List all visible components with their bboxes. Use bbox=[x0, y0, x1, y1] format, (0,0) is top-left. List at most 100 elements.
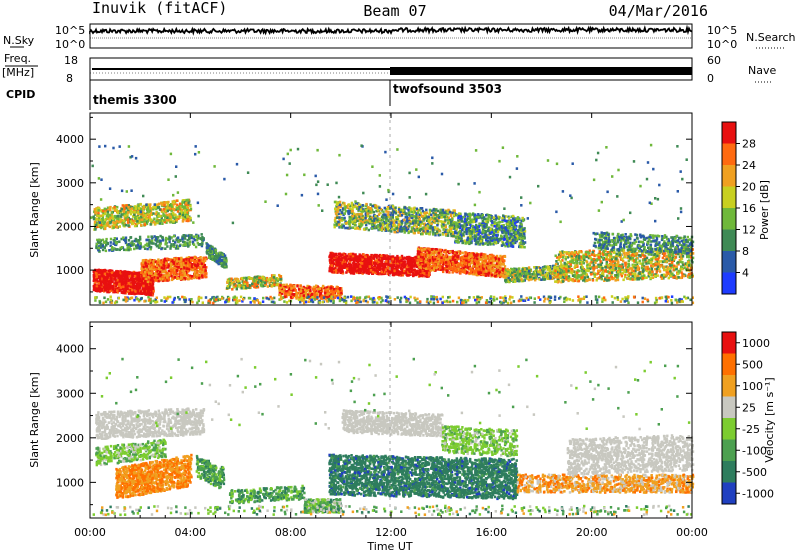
nsky-tick-bottom: 10^0 bbox=[55, 38, 85, 51]
power-cell bbox=[173, 201, 175, 204]
power-cell bbox=[119, 249, 121, 252]
power-cell bbox=[177, 210, 179, 213]
power-cell bbox=[177, 277, 179, 280]
nsky-tick-top: 10^5 bbox=[55, 24, 85, 37]
power-cell bbox=[136, 277, 138, 280]
power-cell bbox=[134, 225, 136, 228]
power-cell bbox=[243, 277, 245, 280]
power-cell bbox=[331, 264, 333, 267]
power-cell bbox=[140, 203, 142, 206]
power-cell bbox=[193, 236, 195, 239]
nave-tick-top: 60 bbox=[707, 54, 721, 67]
power-cell bbox=[316, 292, 318, 295]
power-cell bbox=[170, 272, 172, 275]
power-cell bbox=[116, 248, 118, 251]
power-cell bbox=[313, 286, 315, 289]
power-cell bbox=[187, 245, 189, 248]
power-cell bbox=[395, 273, 397, 276]
power-cell bbox=[142, 288, 144, 291]
power-cell bbox=[159, 274, 161, 277]
power-cell bbox=[504, 255, 506, 258]
power-cell bbox=[137, 275, 139, 278]
power-cell bbox=[102, 210, 104, 213]
power-cell bbox=[142, 261, 144, 264]
power-cell bbox=[93, 276, 95, 279]
power-cell bbox=[165, 241, 167, 244]
power-cell bbox=[283, 288, 285, 291]
power-cell bbox=[104, 273, 106, 276]
power-cell bbox=[96, 243, 98, 246]
power-cell bbox=[158, 268, 160, 271]
power-cell bbox=[362, 253, 364, 256]
power-cell bbox=[377, 273, 379, 276]
power-cell bbox=[183, 267, 185, 270]
power-cell bbox=[195, 264, 197, 267]
power-cell bbox=[191, 275, 193, 278]
power-cell bbox=[146, 243, 148, 246]
power-cell bbox=[176, 257, 178, 260]
power-cell bbox=[144, 293, 146, 296]
nsearch-tick-bottom: 10^0 bbox=[707, 38, 737, 51]
power-cell bbox=[123, 290, 125, 293]
power-cell bbox=[149, 241, 151, 244]
power-cell bbox=[179, 278, 181, 281]
power-cell bbox=[350, 258, 352, 261]
cpid-program-2: twofsound 3503 bbox=[393, 82, 502, 96]
power-cell bbox=[102, 218, 104, 221]
power-cell bbox=[189, 241, 191, 244]
power-cell bbox=[177, 216, 179, 219]
power-cell bbox=[317, 288, 319, 291]
power-cell bbox=[344, 256, 346, 259]
power-cell bbox=[383, 257, 385, 260]
power-cell bbox=[179, 245, 181, 248]
power-cell bbox=[187, 278, 189, 281]
power-cell bbox=[230, 278, 232, 281]
power-cell bbox=[362, 267, 364, 270]
power-cell bbox=[157, 258, 159, 261]
power-cell bbox=[349, 268, 351, 271]
power-cell bbox=[338, 264, 340, 267]
power-cell bbox=[176, 199, 178, 202]
power-cell bbox=[121, 291, 123, 294]
power-cell bbox=[100, 270, 102, 273]
power-cell bbox=[290, 296, 292, 299]
power-cell bbox=[143, 275, 145, 278]
power-cell bbox=[94, 282, 96, 285]
power-cell bbox=[303, 294, 305, 297]
power-cell bbox=[415, 273, 417, 276]
power-cell bbox=[98, 247, 100, 250]
power-cell bbox=[170, 262, 172, 265]
power-cell bbox=[105, 238, 107, 241]
power-cell bbox=[372, 257, 374, 260]
power-cell bbox=[227, 280, 229, 283]
power-cell bbox=[166, 245, 168, 248]
power-cell bbox=[406, 268, 408, 271]
power-cell bbox=[163, 214, 165, 217]
power-cell bbox=[177, 236, 179, 239]
power-cell bbox=[170, 243, 172, 246]
power-cell bbox=[363, 271, 365, 274]
power-cell bbox=[188, 266, 190, 269]
power-cell bbox=[195, 236, 197, 239]
power-cell bbox=[128, 275, 130, 278]
power-cell bbox=[260, 279, 262, 282]
power-cell bbox=[176, 269, 178, 272]
power-cell bbox=[109, 280, 111, 283]
power-cell bbox=[210, 251, 212, 254]
power-cell bbox=[94, 228, 96, 231]
power-cell bbox=[221, 254, 223, 257]
power-cell bbox=[369, 265, 371, 268]
power-cell bbox=[361, 262, 363, 265]
power-cell bbox=[157, 236, 159, 239]
power-cell bbox=[428, 274, 430, 277]
power-cell bbox=[166, 272, 168, 275]
power-cell bbox=[189, 205, 191, 208]
power-cell bbox=[369, 256, 371, 259]
power-cell bbox=[185, 262, 187, 265]
power-cell bbox=[146, 239, 148, 242]
power-cell bbox=[138, 217, 140, 220]
power-cell bbox=[173, 235, 175, 238]
power-cell bbox=[132, 222, 134, 225]
power-cell bbox=[112, 285, 114, 288]
